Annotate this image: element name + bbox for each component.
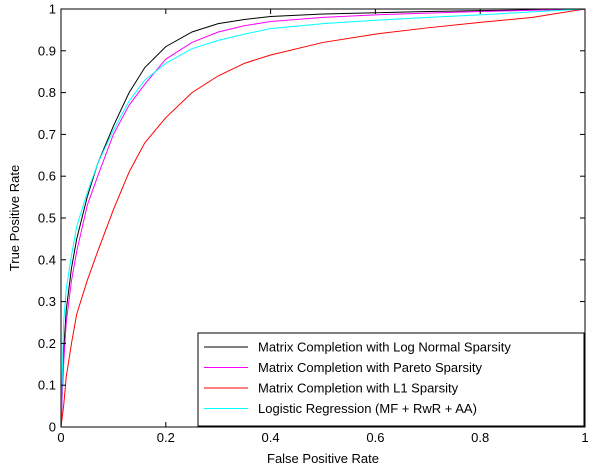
axes: 0 0.2 0.4 0.6 0.8 1 0 0.1 0.2 0.3 0.4 0.5 0.6 0.7 0.8 0… <box>38 2 589 446</box>
x-tick-label: 0 <box>57 430 64 445</box>
series-line-2 <box>60 8 586 428</box>
legend-label-3: Logistic Regression (MF + RwR + AA) <box>258 401 477 416</box>
x-tick-label: 0.8 <box>471 430 489 445</box>
legend: Matrix Completion with Log Normal Sparsi… <box>197 332 585 427</box>
y-tick-label: 0.7 <box>38 127 56 142</box>
y-tick-label: 0.1 <box>38 378 56 393</box>
y-axis-label: True Positive Rate <box>7 165 22 271</box>
y-tick-label: 0 <box>49 420 56 435</box>
y-tick-label: 0.9 <box>38 43 56 58</box>
y-tick-label: 0.4 <box>38 252 56 267</box>
y-tick-label: 0.3 <box>38 294 56 309</box>
series-line-3 <box>60 8 586 428</box>
y-tick-label: 0.5 <box>38 211 56 226</box>
legend-label-1: Matrix Completion with Pareto Sparsity <box>258 360 482 375</box>
series-line-0 <box>60 8 586 428</box>
legend-label-2: Matrix Completion with L1 Sparsity <box>258 381 459 396</box>
x-tick-label: 0.2 <box>157 430 175 445</box>
x-tick-label: 0.4 <box>262 430 280 445</box>
x-tick-label: 1 <box>581 430 588 445</box>
y-tick-label: 1 <box>49 2 56 17</box>
legend-box <box>197 332 585 427</box>
y-tick-label: 0.2 <box>38 336 56 351</box>
x-axis-label: False Positive Rate <box>267 451 379 466</box>
x-tick-label: 0.6 <box>366 430 384 445</box>
legend-label-0: Matrix Completion with Log Normal Sparsi… <box>258 340 511 355</box>
y-tick-label: 0.6 <box>38 169 56 184</box>
plot-area <box>60 8 586 428</box>
y-tick-label: 0.8 <box>38 85 56 100</box>
series-line-1 <box>60 8 586 428</box>
